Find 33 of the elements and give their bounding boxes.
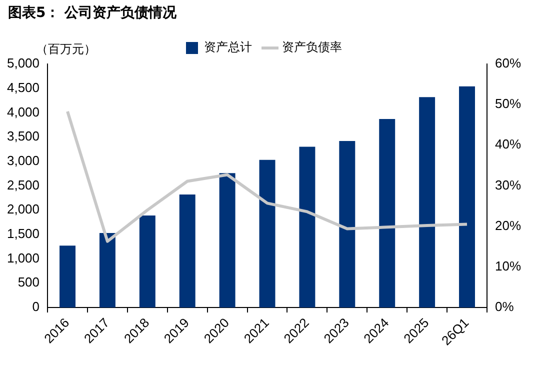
- legend-label: 资产负债率: [282, 40, 342, 54]
- y-axis-title: （百万元）: [36, 42, 96, 56]
- bar: [339, 140, 356, 308]
- bar: [99, 232, 116, 308]
- y2-tick-label: 30%: [494, 177, 522, 192]
- y2-tick-label: 10%: [494, 258, 522, 274]
- bar: [299, 146, 316, 308]
- bar: [179, 194, 196, 308]
- y2-tick-label: 60%: [494, 56, 522, 71]
- y-tick-label: 0: [32, 299, 40, 314]
- y-tick-label: 2,500: [6, 177, 40, 192]
- bar: [259, 160, 276, 308]
- y2-tick-label: 0%: [494, 299, 514, 314]
- chart-title: 图表5： 公司资产负债情况: [8, 4, 177, 22]
- y-tick-label: 500: [18, 274, 40, 290]
- y-tick-label: 3,000: [6, 152, 40, 168]
- bar: [379, 119, 396, 308]
- y-tick-label: 5,000: [6, 56, 40, 71]
- y2-tick-label: 40%: [494, 136, 522, 152]
- y-tick-label: 4,000: [6, 104, 40, 120]
- y-tick-label: 1,000: [6, 250, 40, 266]
- bar: [459, 86, 475, 308]
- bar: [60, 246, 76, 308]
- bar: [219, 173, 236, 308]
- y-tick-label: 3,500: [6, 128, 40, 144]
- bar: [419, 97, 436, 308]
- legend-label: 资产总计: [204, 40, 252, 54]
- y-tick-label: 2,000: [6, 202, 40, 217]
- y2-tick-label: 50%: [494, 96, 522, 112]
- y-tick-label: 1,500: [6, 226, 40, 242]
- y2-tick-label: 20%: [494, 218, 522, 233]
- bar: [139, 215, 156, 308]
- y-tick-label: 4,500: [6, 80, 40, 95]
